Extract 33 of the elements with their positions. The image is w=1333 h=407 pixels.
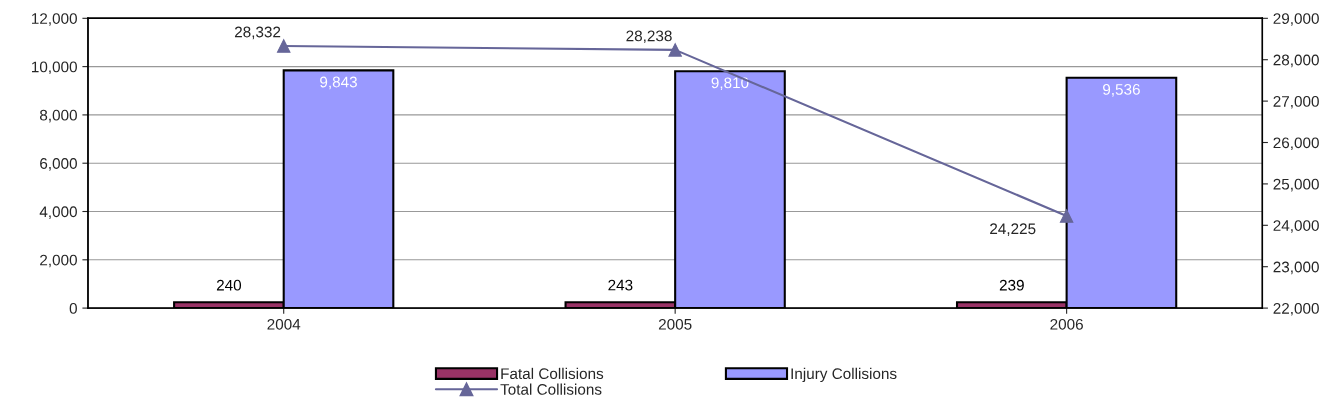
y-tick-label: 6,000 <box>40 158 77 171</box>
y2-tick-label: 27,000 <box>1273 95 1319 109</box>
y-tick-label: 4,000 <box>39 206 77 219</box>
point <box>1059 209 1074 223</box>
data-label: 9,536 <box>1103 84 1140 97</box>
y2-tick-label: 29,000 <box>1273 13 1319 26</box>
x-tick-label: 2006 <box>1050 318 1083 330</box>
point <box>668 43 682 57</box>
y-tick-label: 8,000 <box>40 109 77 123</box>
y-tick-label: 12,000 <box>32 13 77 26</box>
data-label: 9,810 <box>711 77 749 91</box>
x-tick-label: 2004 <box>267 318 301 330</box>
legend-label: Total Collisions <box>500 383 602 395</box>
data-label: 24,225 <box>990 223 1036 236</box>
x-tick-label: 2005 <box>658 318 692 330</box>
legend-label: Fatal Collisions <box>501 367 604 380</box>
data-label: 9,843 <box>320 76 357 90</box>
data-label: 28,238 <box>626 30 672 44</box>
y2-tick-label: 25,000 <box>1273 178 1319 192</box>
data-label: 240 <box>216 279 242 291</box>
point <box>276 39 291 53</box>
y2-tick-label: 28,000 <box>1273 54 1319 68</box>
y2-tick-label: 24,000 <box>1273 220 1319 233</box>
data-label: 28,332 <box>234 26 281 40</box>
data-label: 243 <box>608 279 633 291</box>
legend-label: Injury Collisions <box>791 367 897 383</box>
data-label: 239 <box>999 279 1024 291</box>
y2-tick-label: 22,000 <box>1273 302 1319 316</box>
y2-tick-label: 23,000 <box>1273 261 1319 275</box>
y-tick-label: 10,000 <box>32 61 77 75</box>
y2-tick-label: 26,000 <box>1273 137 1319 150</box>
y-tick-label: 2,000 <box>40 254 77 268</box>
y-tick-label: 0 <box>69 302 77 314</box>
